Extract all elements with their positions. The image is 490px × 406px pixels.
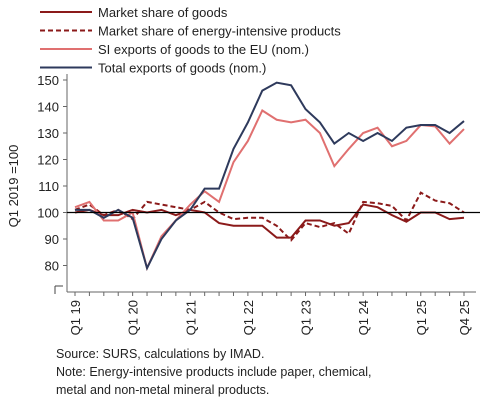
y-tick-label: 90 <box>45 232 59 247</box>
y-tick-label: 150 <box>37 73 59 88</box>
y-tick-label: 80 <box>45 259 59 274</box>
x-tick-label: Q4 25 <box>457 300 472 335</box>
note: metal and non-metal mineral products. <box>56 383 269 397</box>
y-tick-label: 120 <box>37 153 59 168</box>
x-tick-label: Q1 21 <box>183 300 198 335</box>
series-line <box>74 191 465 242</box>
legend-label: Market share of goods <box>98 5 228 20</box>
x-tick-label: Q1 23 <box>299 300 314 335</box>
y-axis-label: Q1 2019 =100 <box>6 145 21 228</box>
series-line <box>75 81 465 271</box>
legend-label: Total exports of goods (nom.) <box>98 61 266 76</box>
note: Source: SURS, calculations by IMAD. <box>56 347 264 361</box>
series-line <box>74 109 465 272</box>
y-tick-label: 100 <box>37 206 59 221</box>
x-tick-label: Q1 22 <box>241 300 256 335</box>
legend-label: SI exports of goods to the EU (nom.) <box>98 42 309 57</box>
axis-break <box>54 285 63 294</box>
note: Note: Energy-intensive products include … <box>56 365 371 379</box>
x-tick-label: Q1 25 <box>414 300 429 335</box>
legend-label: Market share of energy-intensive product… <box>98 24 341 39</box>
x-tick-label: Q1 24 <box>356 300 371 335</box>
x-tick-label: Q1 19 <box>68 300 83 335</box>
x-tick-label: Q1 20 <box>126 300 141 335</box>
y-tick-label: 140 <box>37 100 59 115</box>
y-tick-label: 110 <box>38 179 59 194</box>
y-tick-label: 130 <box>37 126 59 141</box>
